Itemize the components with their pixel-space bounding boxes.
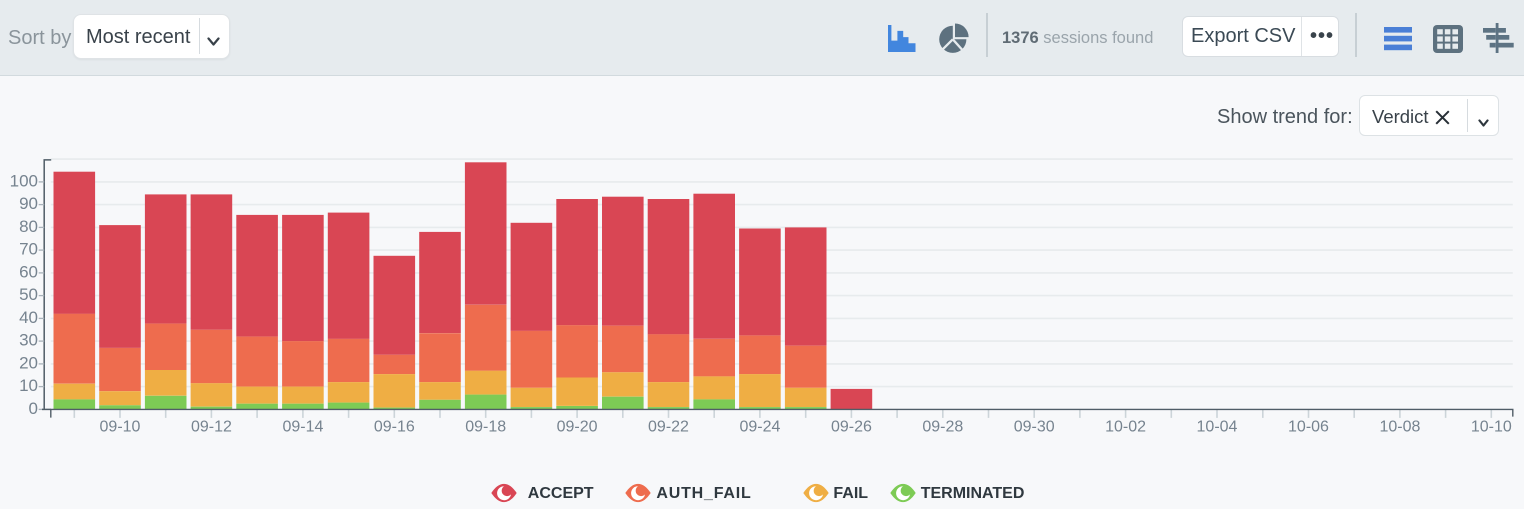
svg-text:10-08: 10-08	[1379, 419, 1420, 436]
svg-text:10-06: 10-06	[1288, 419, 1329, 436]
svg-text:09-16: 09-16	[374, 419, 415, 436]
svg-text:0: 0	[29, 399, 38, 418]
svg-text:30: 30	[19, 331, 38, 350]
svg-text:50: 50	[19, 285, 38, 304]
svg-text:09-14: 09-14	[282, 419, 323, 436]
svg-text:20: 20	[19, 353, 38, 372]
svg-text:09-30: 09-30	[1014, 419, 1055, 436]
svg-text:09-12: 09-12	[191, 419, 232, 436]
svg-text:09-18: 09-18	[465, 419, 506, 436]
svg-text:100: 100	[10, 171, 38, 190]
svg-text:80: 80	[19, 217, 38, 236]
svg-text:10: 10	[19, 376, 38, 395]
svg-text:09-24: 09-24	[739, 419, 780, 436]
svg-text:09-22: 09-22	[648, 419, 689, 436]
svg-text:09-10: 09-10	[100, 419, 141, 436]
svg-text:09-20: 09-20	[557, 419, 598, 436]
svg-text:09-26: 09-26	[831, 419, 872, 436]
svg-text:09-28: 09-28	[922, 419, 963, 436]
svg-text:40: 40	[19, 308, 38, 327]
svg-text:10-10: 10-10	[1471, 419, 1512, 436]
svg-text:90: 90	[19, 194, 38, 213]
svg-text:70: 70	[19, 240, 38, 259]
svg-text:60: 60	[19, 262, 38, 281]
svg-text:10-02: 10-02	[1105, 419, 1146, 436]
svg-text:10-04: 10-04	[1197, 419, 1238, 436]
